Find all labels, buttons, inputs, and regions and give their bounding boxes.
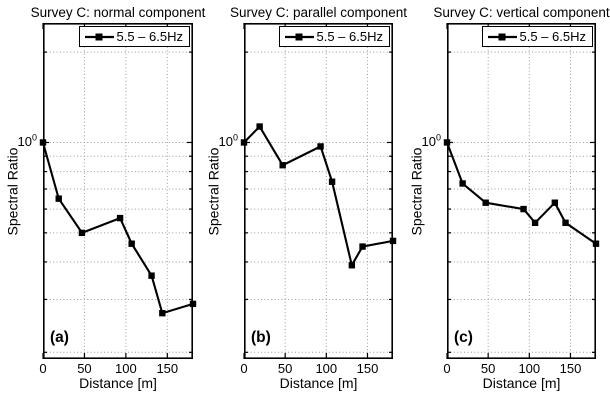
axes-frame bbox=[43, 23, 193, 359]
data-point-marker bbox=[279, 162, 286, 169]
data-point-marker bbox=[482, 199, 489, 206]
x-axis-label: Distance [m] bbox=[279, 375, 358, 391]
plot-area bbox=[240, 23, 397, 359]
y-tick-label: 100 bbox=[377, 132, 441, 151]
plot-area bbox=[443, 23, 600, 359]
x-tick-label: 0 bbox=[443, 361, 451, 376]
panel-title: Survey C: parallel component bbox=[229, 5, 408, 20]
tick-marks bbox=[446, 23, 596, 359]
axes-frame bbox=[447, 23, 596, 359]
legend-label: 5.5 – 6.5Hz bbox=[519, 29, 587, 44]
data-point-marker bbox=[459, 180, 466, 187]
data-point-marker bbox=[128, 240, 135, 247]
data-point-marker bbox=[592, 240, 600, 247]
legend-line-marker-icon bbox=[487, 33, 517, 40]
data-point-marker bbox=[551, 199, 559, 206]
y-tick-exponent: 0 bbox=[232, 133, 238, 144]
y-tick-label: 100 bbox=[0, 132, 37, 151]
panel-title: Survey C: vertical component bbox=[433, 5, 610, 20]
data-point-marker bbox=[562, 219, 569, 227]
x-tick-label: 150 bbox=[356, 361, 379, 376]
gridlines bbox=[447, 23, 596, 359]
legend: 5.5 – 6.5Hz bbox=[278, 26, 390, 47]
panel-letter: (a) bbox=[50, 329, 69, 346]
y-tick-base: 10 bbox=[421, 134, 436, 150]
y-tick-label: 100 bbox=[174, 132, 238, 151]
data-point-marker bbox=[78, 229, 86, 237]
legend-line-marker-icon bbox=[84, 33, 114, 40]
data-point-marker bbox=[116, 214, 124, 222]
data-point-marker bbox=[159, 309, 166, 317]
data-point-marker bbox=[531, 219, 539, 227]
data-point-marker bbox=[39, 139, 47, 146]
data-point-marker bbox=[148, 272, 155, 279]
x-tick-label: 50 bbox=[480, 361, 496, 376]
x-tick-label: 0 bbox=[240, 361, 248, 376]
x-tick-label: 100 bbox=[518, 361, 541, 376]
x-tick-label: 100 bbox=[315, 361, 338, 376]
tick-marks bbox=[243, 23, 393, 359]
x-tick-label: 50 bbox=[277, 361, 293, 376]
legend-line-marker-icon bbox=[284, 33, 314, 40]
data-point-marker bbox=[359, 243, 366, 250]
data-point-marker bbox=[240, 139, 248, 146]
tick-marks bbox=[42, 23, 193, 359]
data-line bbox=[446, 142, 597, 245]
data-point-marker bbox=[328, 178, 336, 185]
data-line bbox=[41, 142, 194, 315]
x-axis-label: Distance [m] bbox=[79, 375, 157, 391]
panel-title: Survey C: normal component bbox=[30, 5, 206, 20]
legend: 5.5 – 6.5Hz bbox=[78, 26, 190, 47]
x-tick-label: 150 bbox=[156, 361, 179, 376]
legend-label: 5.5 – 6.5Hz bbox=[116, 29, 184, 44]
y-tick-exponent: 0 bbox=[31, 133, 37, 144]
legend-label: 5.5 – 6.5Hz bbox=[316, 29, 384, 44]
plot-area bbox=[39, 23, 197, 359]
data-point-marker bbox=[520, 205, 527, 213]
gridlines bbox=[244, 23, 393, 359]
y-tick-base: 10 bbox=[218, 134, 233, 150]
axes-frame bbox=[244, 23, 393, 359]
data-point-marker bbox=[389, 237, 397, 245]
legend: 5.5 – 6.5Hz bbox=[481, 26, 593, 47]
x-tick-label: 100 bbox=[115, 361, 137, 376]
data-point-marker bbox=[55, 195, 62, 202]
y-tick-exponent: 0 bbox=[435, 133, 441, 144]
y-tick-base: 10 bbox=[17, 134, 32, 150]
panel-letter: (c) bbox=[454, 329, 473, 346]
data-point-marker bbox=[317, 143, 324, 150]
x-axis-label: Distance [m] bbox=[482, 375, 561, 391]
gridlines bbox=[43, 23, 193, 359]
data-point-marker bbox=[443, 139, 451, 146]
data-point-marker bbox=[348, 262, 356, 269]
x-tick-label: 50 bbox=[77, 361, 92, 376]
panel-letter: (b) bbox=[251, 329, 271, 346]
data-point-marker bbox=[189, 300, 197, 308]
x-tick-label: 0 bbox=[39, 361, 47, 376]
x-tick-label: 150 bbox=[559, 361, 582, 376]
data-point-marker bbox=[256, 123, 263, 130]
